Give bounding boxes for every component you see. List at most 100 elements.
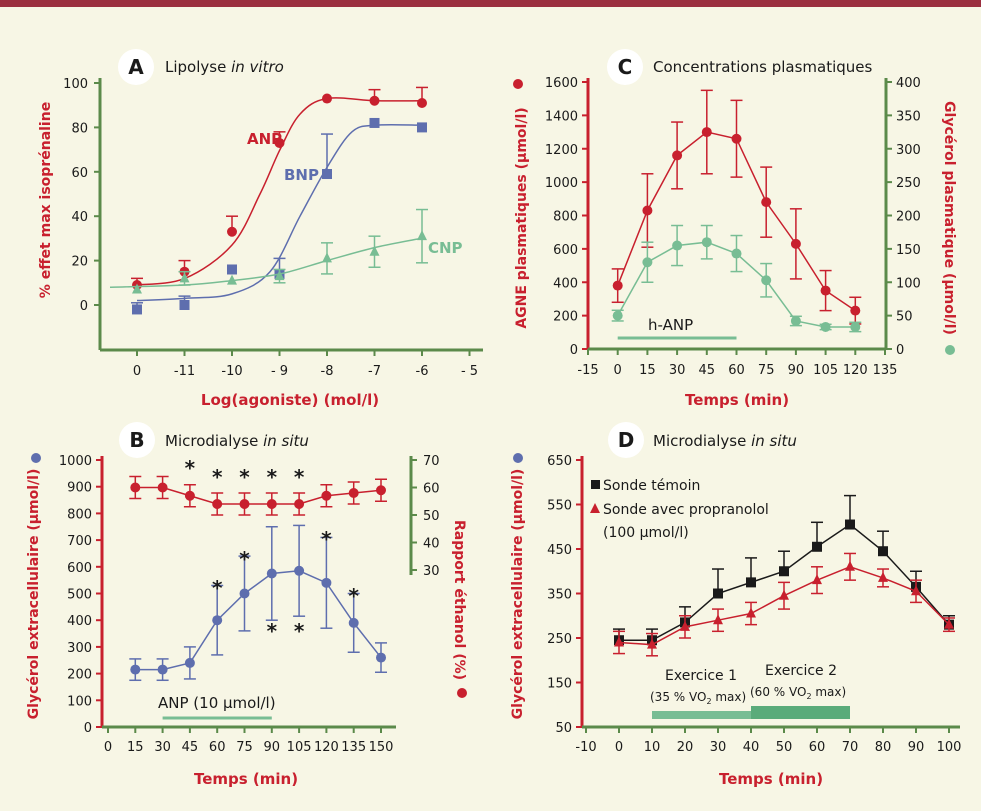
data-point xyxy=(184,657,195,668)
y-tick-label-right: 50 xyxy=(896,310,913,325)
data-point xyxy=(266,568,277,579)
y-tick-label: 80 xyxy=(71,121,88,136)
left-axis-marker xyxy=(31,453,41,463)
annotation-label: h-ANP xyxy=(648,316,693,334)
data-point xyxy=(294,499,305,509)
y-axis-label-right: Rapport éthanol (%) xyxy=(451,520,467,680)
y-tick-label-right: 0 xyxy=(896,343,904,358)
y-tick-label-right: 350 xyxy=(896,109,921,124)
data-point xyxy=(294,565,305,576)
significance-star: * xyxy=(294,619,305,643)
data-point xyxy=(812,574,822,585)
legend-marker-temoin xyxy=(591,480,600,489)
panel-C: 0200400600800100012001400160005010015020… xyxy=(513,49,957,409)
y-tick-label: 40 xyxy=(71,210,88,225)
y-tick-label: 0 xyxy=(80,299,88,314)
x-axis-label: Temps (min) xyxy=(719,770,823,788)
data-point xyxy=(850,305,861,316)
y-tick-label-left: 1000 xyxy=(545,176,578,191)
y-tick-label: 60 xyxy=(71,166,88,181)
y-tick-label-right: 50 xyxy=(423,509,440,524)
data-point xyxy=(321,490,332,501)
x-tick-label: 105 xyxy=(813,363,838,378)
data-point xyxy=(369,95,380,106)
x-tick-label: 75 xyxy=(758,363,775,378)
panel-title: Lipolyse in vitro xyxy=(165,58,284,76)
x-tick-label: 135 xyxy=(873,363,898,378)
right-axis-marker xyxy=(945,345,955,355)
data-point xyxy=(130,482,141,493)
data-point xyxy=(779,589,789,600)
significance-star: * xyxy=(212,465,223,489)
y-tick-label-left: 400 xyxy=(553,276,578,291)
y-axis-label-left: AGNE plasmatiques (µmol/l) xyxy=(514,107,530,328)
x-tick-label: 45 xyxy=(182,740,199,755)
left-axis-marker xyxy=(513,79,523,89)
y-tick-label-left: 200 xyxy=(67,668,92,683)
panel-letter-badge xyxy=(607,49,643,85)
y-tick-label-right: 100 xyxy=(896,276,921,291)
x-tick-label: 15 xyxy=(639,363,656,378)
x-tick-label: 75 xyxy=(236,740,253,755)
panel-letter: B xyxy=(129,428,144,452)
data-point xyxy=(179,300,190,310)
data-point xyxy=(348,488,359,498)
data-point xyxy=(132,304,142,315)
y-tick-label-left: 800 xyxy=(553,210,578,225)
data-point xyxy=(266,499,277,509)
exercise-bar-2 xyxy=(751,706,850,719)
x-tick-label: 60 xyxy=(209,740,226,755)
data-point xyxy=(845,560,855,571)
data-point xyxy=(417,97,427,108)
x-tick-label: 60 xyxy=(728,363,745,378)
significance-star: * xyxy=(267,619,278,643)
legend-label-propranolol-conc: (100 µmol/l) xyxy=(603,525,689,541)
fit-curve xyxy=(136,97,422,286)
y-tick-label-left: 400 xyxy=(67,614,92,629)
y-tick-label-left: 800 xyxy=(67,507,92,522)
y-tick-label-right: 400 xyxy=(896,76,921,91)
x-tick-label: 10 xyxy=(644,740,661,755)
y-axis-label-left: Glycérol extracellulaire (µmol/l) xyxy=(26,469,42,720)
y-axis-label: Glycérol extracellulaire (µmol/l) xyxy=(510,469,526,720)
data-point xyxy=(212,615,223,626)
y-tick-label-left: 1400 xyxy=(545,109,578,124)
data-point xyxy=(184,490,195,501)
data-point xyxy=(157,482,168,493)
exercise-2-sub-c: max) xyxy=(812,685,847,699)
data-point xyxy=(812,541,822,552)
panel-letter: C xyxy=(618,55,633,79)
x-tick-label: -6 xyxy=(416,364,429,379)
panel-letter-badge xyxy=(119,422,155,458)
data-point xyxy=(322,169,332,180)
data-point xyxy=(227,274,237,285)
panel-title-text: Microdialyse xyxy=(653,432,751,450)
x-tick-label: 40 xyxy=(743,740,760,755)
y-tick-label: 350 xyxy=(547,588,572,603)
y-tick-label: 100 xyxy=(63,77,88,92)
data-point xyxy=(612,310,623,321)
x-tick-label: 135 xyxy=(341,740,366,755)
x-tick-label: 90 xyxy=(788,363,805,378)
data-point xyxy=(820,285,831,296)
y-axis-label-right: Glycérol plasmatique (µmol/l) xyxy=(941,101,957,335)
data-point xyxy=(701,127,712,138)
panel-letter: D xyxy=(618,428,635,452)
right-axis-marker xyxy=(457,688,467,698)
exercise-1-sub-a: (35 % VO xyxy=(650,690,706,704)
x-tick-label: 0 xyxy=(615,740,623,755)
x-tick-label: 70 xyxy=(842,740,859,755)
data-point xyxy=(790,315,801,326)
x-tick-label: 0 xyxy=(614,363,622,378)
y-tick-label-right: 200 xyxy=(896,210,921,225)
y-tick-label-right: 300 xyxy=(896,143,921,158)
data-point xyxy=(944,618,954,629)
exercise-bar-1 xyxy=(652,711,751,719)
y-tick-label-left: 900 xyxy=(67,481,92,496)
panel-letter: A xyxy=(128,55,144,79)
exercise-2-sub-a: (60 % VO xyxy=(750,685,806,699)
data-point xyxy=(672,150,683,161)
y-tick-label-right: 70 xyxy=(423,454,440,469)
x-tick-label: 150 xyxy=(369,740,394,755)
